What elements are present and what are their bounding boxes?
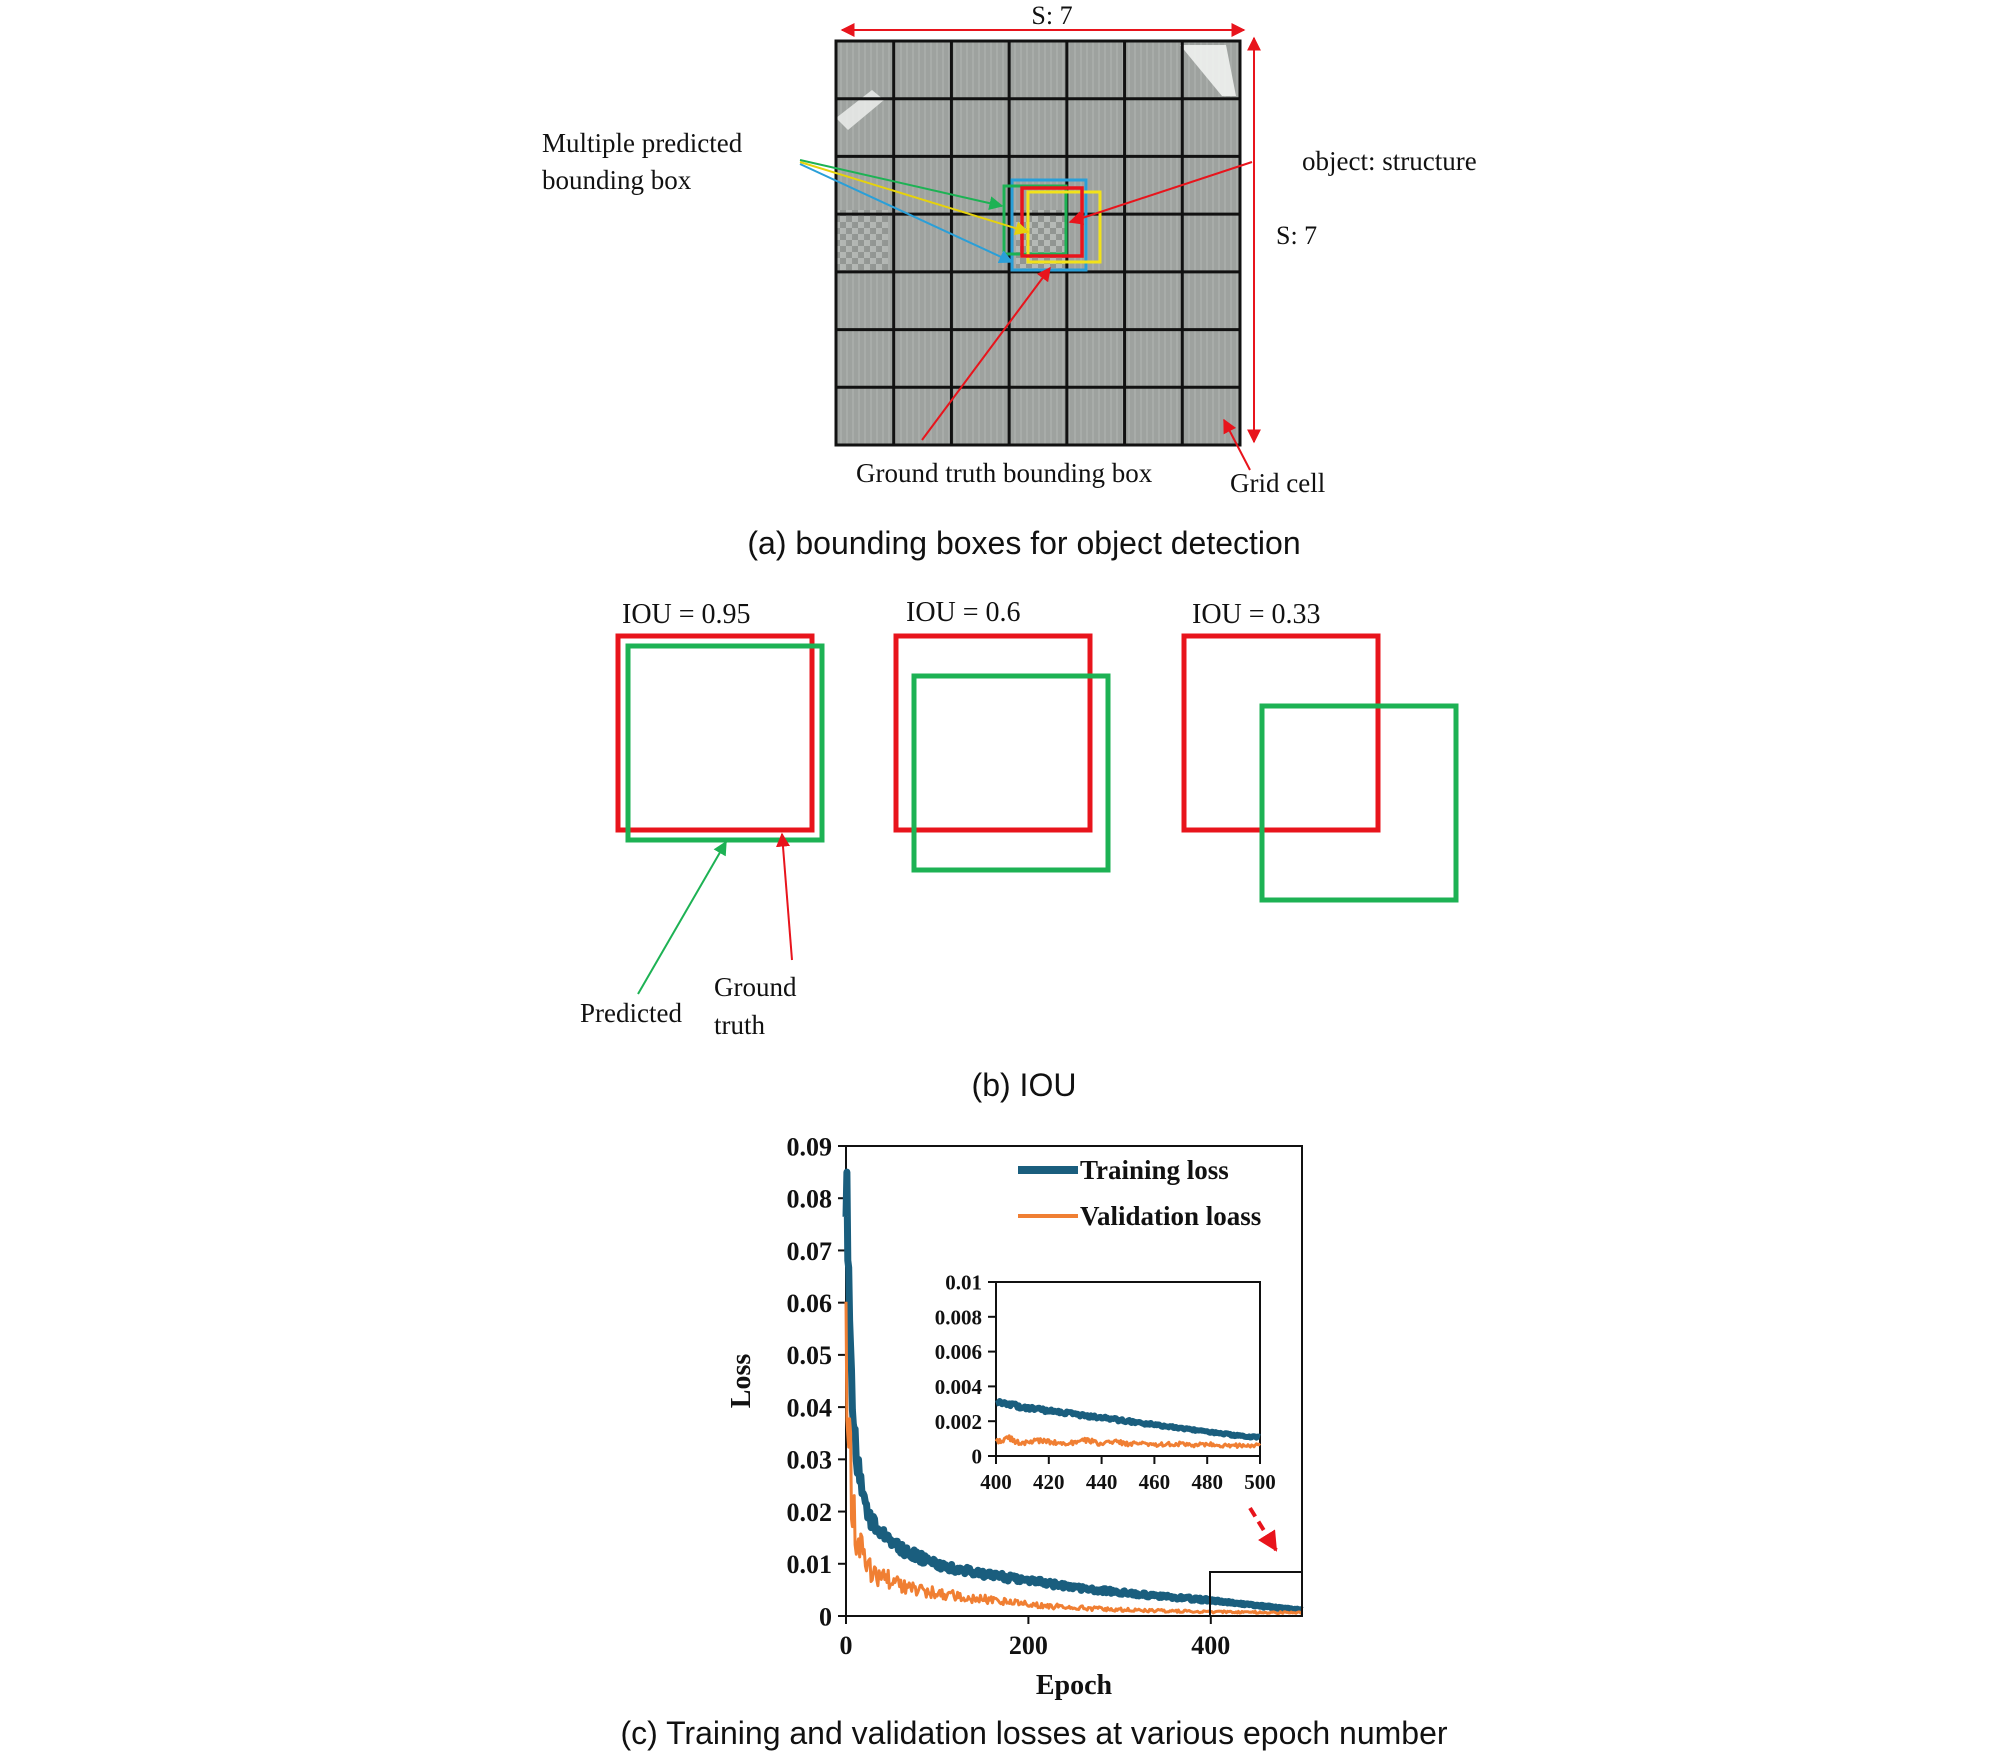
main-y-tick-label: 0.01	[787, 1550, 833, 1579]
main-x-tick-label: 200	[1009, 1631, 1048, 1660]
ground-truth-box-095	[615, 633, 815, 833]
iou-label-2: IOU = 0.33	[1192, 599, 1321, 630]
legend-label-validation: Validation loass	[1080, 1201, 1261, 1231]
caption-b: (b) IOU	[972, 1067, 1077, 1103]
arrow-grid-cell	[1223, 418, 1251, 471]
inset-y-tick-label: 0.004	[935, 1375, 983, 1399]
x-axis-label: Epoch	[1036, 1670, 1113, 1701]
ground-truth-bbox-label: Ground truth bounding box	[856, 458, 1153, 488]
multiple-predicted-label-line2: bounding box	[542, 165, 692, 195]
inset-y-tick-label: 0.006	[935, 1340, 982, 1364]
grid-7x7	[834, 39, 1242, 447]
inset-plot-frame	[995, 1281, 1261, 1457]
iou-label-1: IOU = 0.6	[906, 597, 1021, 628]
object-structure-label: object: structure	[1302, 146, 1477, 176]
inset-y-tick-label: 0.002	[935, 1410, 982, 1434]
inset-x-tick-label: 420	[1033, 1470, 1065, 1494]
main-y-tick-label: 0.03	[787, 1446, 833, 1475]
ground-truth-label-line2: truth	[714, 1010, 765, 1040]
y-axis-label: Loss	[726, 1354, 757, 1409]
predicted-arrow	[637, 840, 727, 995]
s-right-label: S: 7	[1276, 221, 1317, 250]
arrow-ground-truth	[921, 266, 1051, 441]
ground-truth-label-line1: Ground	[714, 972, 797, 1002]
inset-x-tick-label: 440	[1086, 1470, 1118, 1494]
s-top-label: S: 7	[1031, 1, 1072, 30]
inset-y-tick-label: 0.01	[945, 1271, 982, 1295]
light-glare-tr	[1180, 45, 1236, 96]
arrow-to-blue	[799, 163, 1014, 264]
panel-a: S: 7 S: 7 Multiple predicted bounding bo…	[542, 1, 1477, 561]
iou-label-0: IOU = 0.95	[622, 599, 751, 630]
main-x-tick-label: 0	[840, 1631, 853, 1660]
predicted-label: Predicted	[580, 998, 682, 1028]
inset-y-tick-label: 0.008	[935, 1305, 982, 1329]
main-x-tick-label: 400	[1191, 1631, 1230, 1660]
ground-truth-box-033	[1181, 633, 1381, 833]
inset-series-training-loss-line	[994, 1398, 1262, 1441]
main-y-tick-label: 0.02	[787, 1498, 833, 1527]
multiple-predicted-label-line1: Multiple predicted	[542, 128, 743, 158]
predicted-box-green	[1002, 184, 1068, 256]
grid-cell-label: Grid cell	[1230, 468, 1325, 498]
ground-truth-arrow	[776, 832, 793, 961]
checker-pattern-left	[836, 210, 888, 270]
main-y-tick-label: 0.04	[787, 1393, 833, 1422]
ground-truth-box-06	[893, 633, 1093, 833]
caption-c: (c) Training and validation losses at va…	[620, 1715, 1447, 1751]
predicted-box-06	[911, 673, 1111, 873]
main-y-tick-label: 0.09	[787, 1132, 833, 1161]
main-y-tick-label: 0.07	[787, 1237, 833, 1266]
loss-inset-chart: 0 0.002 0.004 0.006 0.008 0.01 400 420 440 460 480…	[935, 1271, 1276, 1494]
loss-chart: 0 0.01 0.02 0.03 0.04 0.05 0.06 0.07 0.08 0.09 0 20…	[726, 1132, 1305, 1701]
zoom-region-box	[1209, 1571, 1303, 1617]
legend-label-training: Training loss	[1080, 1155, 1229, 1185]
main-y-tick-label: 0.05	[787, 1341, 833, 1370]
main-series-training-loss-line	[842, 1168, 1305, 1614]
inset-x-tick-label: 460	[1139, 1470, 1171, 1494]
inset-series-validation-loss-line	[994, 1434, 1262, 1449]
zoom-arrow	[1248, 1506, 1278, 1552]
main-y-tick-label: 0.06	[787, 1289, 833, 1318]
inset-x-tick-label: 500	[1244, 1470, 1276, 1494]
grid-border	[834, 39, 1242, 447]
inset-y-tick-label: 0	[972, 1445, 983, 1469]
panel-c: 0 0.01 0.02 0.03 0.04 0.05 0.06 0.07 0.08 0.09 0 20…	[620, 1132, 1447, 1751]
arrow-object	[1068, 161, 1253, 225]
main-series-validation-loss-line	[844, 1301, 1303, 1615]
caption-a: (a) bounding boxes for object detection	[747, 525, 1300, 561]
checker-pattern-center	[1016, 210, 1068, 268]
arrow-to-yellow	[799, 161, 1030, 235]
inset-x-tick-label: 400	[980, 1470, 1012, 1494]
predicted-box-095	[625, 643, 825, 843]
main-y-tick-label: 0	[819, 1602, 832, 1631]
panel-b: IOU = 0.95 IOU = 0.6 IOU = 0.33 Predicte…	[580, 597, 1459, 1103]
main-y-tick-label: 0.08	[787, 1185, 833, 1214]
arrow-to-green	[799, 159, 1004, 211]
predicted-box-033	[1259, 703, 1459, 903]
inset-x-tick-label: 480	[1191, 1470, 1223, 1494]
